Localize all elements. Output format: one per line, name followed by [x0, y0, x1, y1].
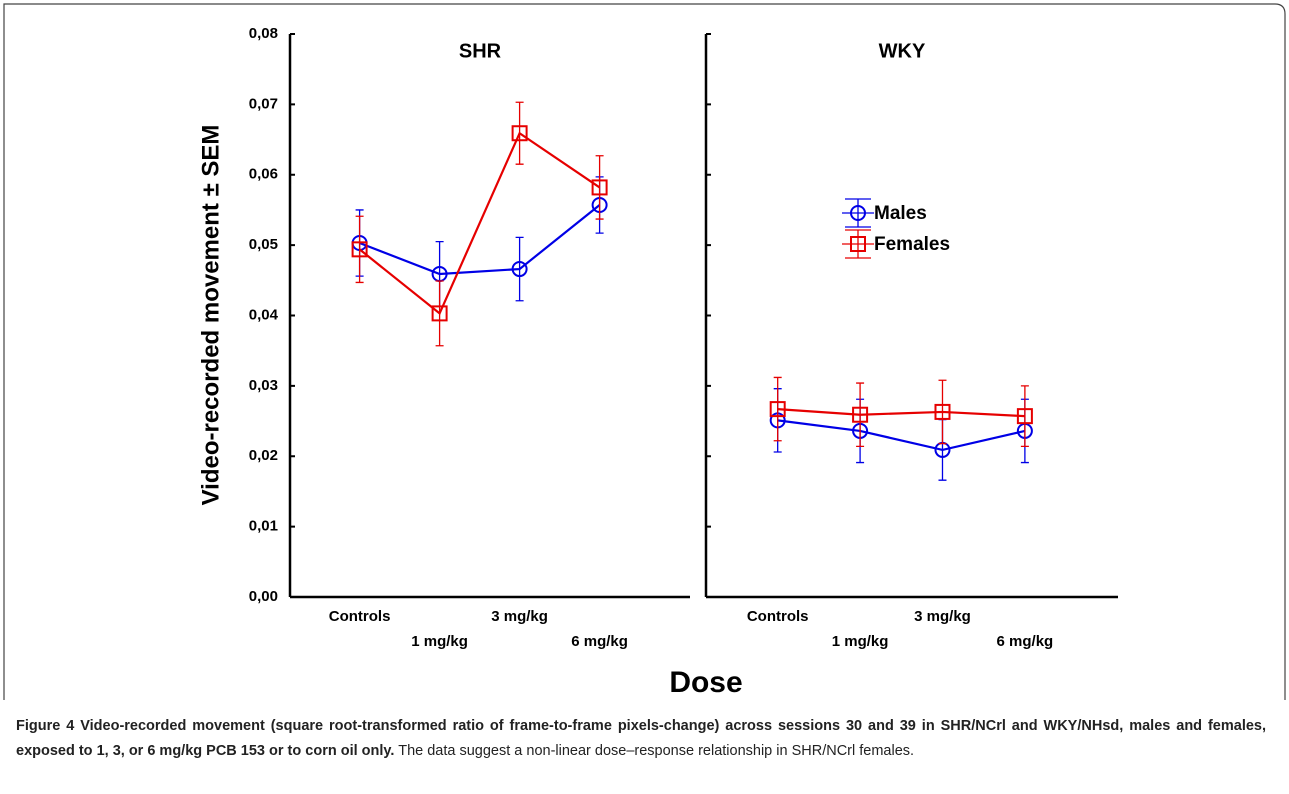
- x-tick-label: Controls: [329, 608, 391, 625]
- series-line: [358, 131, 601, 316]
- caption-bold: Figure 4 Video-recorded movement (square…: [16, 718, 1266, 759]
- x-tick-label: Controls: [747, 608, 809, 625]
- y-tick-label: 0,00: [249, 588, 278, 605]
- y-tick-label: 0,02: [249, 447, 278, 464]
- y-tick-label: 0,03: [249, 377, 278, 394]
- legend-label: Females: [874, 234, 950, 255]
- error-bar: [1020, 385, 1029, 448]
- caption-text: The data suggest a non-linear dose–respo…: [398, 743, 915, 759]
- x-axis-label: Dose: [669, 666, 742, 699]
- y-tick-label: 0,06: [249, 166, 278, 183]
- x-tick-label: 3 mg/kg: [491, 608, 548, 625]
- error-bar: [595, 155, 604, 220]
- data-point: [1016, 408, 1033, 425]
- x-tick-label: 1 mg/kg: [411, 633, 468, 650]
- data-point: [591, 179, 608, 196]
- legend-label: Males: [874, 203, 927, 224]
- y-tick-label: 0,07: [249, 95, 278, 112]
- series-line: [777, 419, 1026, 452]
- data-point: [431, 305, 448, 322]
- data-point: [934, 403, 951, 420]
- y-tick-label: 0,01: [249, 518, 278, 535]
- panel-title: WKY: [879, 40, 926, 62]
- x-tick-label: 6 mg/kg: [997, 633, 1054, 650]
- y-axis-label: Video-recorded movement ± SEM: [197, 125, 224, 506]
- error-bar: [773, 376, 782, 442]
- x-tick-label: 3 mg/kg: [914, 608, 971, 625]
- y-tick-label: 0,05: [249, 236, 278, 253]
- data-point: [511, 261, 528, 278]
- series-line: [777, 408, 1025, 418]
- y-tick-label: 0,08: [249, 25, 278, 42]
- legend-symbol: [842, 198, 874, 228]
- error-bar: [856, 382, 865, 448]
- error-bar: [515, 236, 524, 302]
- error-bar: [355, 215, 364, 284]
- series-line: [359, 204, 601, 276]
- x-tick-label: 6 mg/kg: [571, 633, 628, 650]
- legend-marker: [850, 236, 866, 252]
- caption: Figure 4 Video-recorded movement (square…: [16, 714, 1266, 764]
- data-point: [852, 406, 869, 423]
- error-bar: [515, 101, 524, 165]
- data-point: [511, 125, 528, 142]
- error-bar: [938, 379, 947, 445]
- frame: [3, 3, 1286, 700]
- legend-symbol: [842, 229, 874, 259]
- panel-title: SHR: [459, 40, 502, 62]
- x-tick-label: 1 mg/kg: [832, 633, 889, 650]
- y-tick-label: 0,04: [249, 306, 279, 323]
- error-bar: [435, 280, 444, 347]
- data-point: [351, 241, 368, 258]
- data-point: [769, 401, 786, 418]
- legend-marker: [850, 205, 866, 221]
